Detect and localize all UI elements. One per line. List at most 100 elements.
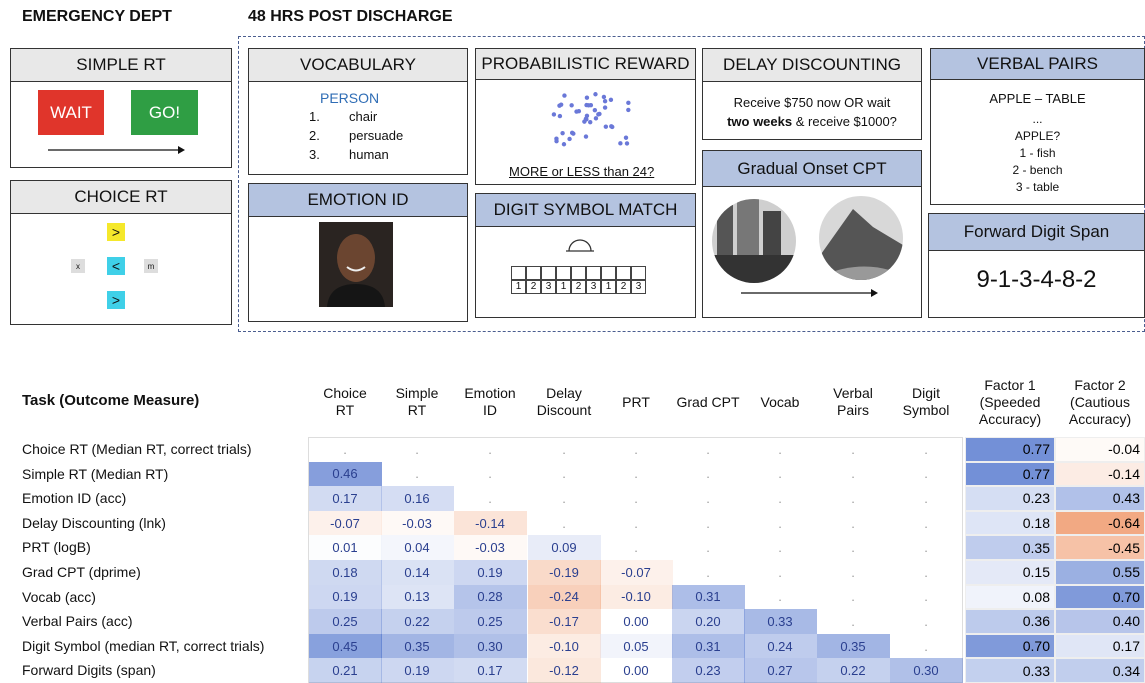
correlation-cell: 0.55 — [1055, 560, 1145, 585]
option-word: persuade — [349, 128, 404, 143]
dot — [567, 136, 572, 142]
correlation-cell: 0.28 — [453, 584, 527, 610]
correlation-cell: 0.46 — [308, 461, 382, 487]
empty-cell: . — [924, 441, 928, 457]
correlation-cell: 0.08 — [965, 584, 1055, 610]
column-header: Factor 2 (Cautious Accuracy) — [1068, 376, 1132, 427]
empty-cell: . — [778, 564, 782, 580]
panel: PROBABILISTIC REWARD MORE or LESS than 2… — [475, 48, 696, 185]
empty-cell: . — [851, 564, 855, 580]
dot — [593, 92, 598, 97]
correlation-cell: 0.27 — [743, 658, 817, 683]
empty-cell: . — [562, 441, 566, 457]
symbol-cell — [586, 266, 601, 280]
pair-line: 3 - table — [1015, 180, 1060, 194]
dot — [584, 113, 590, 119]
key-hint: m — [144, 259, 158, 273]
option-word: human — [349, 147, 389, 162]
text: & receive $1000? — [795, 114, 897, 129]
scene-images — [712, 196, 903, 297]
empty-cell: . — [634, 466, 638, 482]
dot — [603, 124, 609, 129]
empty-cell: . — [562, 490, 566, 506]
empty-cell: . — [851, 589, 855, 605]
empty-cell: . — [634, 441, 638, 457]
correlation-cell: 0.19 — [453, 560, 527, 585]
panel-title: CHOICE RT — [11, 181, 231, 214]
dot — [554, 138, 559, 144]
panel: Gradual Onset CPT — [702, 150, 922, 318]
pair-line: ... — [1032, 112, 1043, 126]
correlation-cell: -0.07 — [599, 560, 673, 585]
dot — [602, 99, 608, 104]
dot — [601, 94, 607, 100]
correlation-cell: -0.14 — [453, 510, 527, 536]
option-number: 2. — [309, 128, 320, 143]
correlation-cell: -0.03 — [453, 535, 527, 560]
correlation-cell: 0.77 — [965, 461, 1055, 487]
correlation-cell: 0.19 — [308, 584, 382, 610]
stimulus: > — [107, 223, 125, 241]
correlation-cell: 0.43 — [1055, 486, 1145, 511]
empty-cell: . — [924, 490, 928, 506]
correlation-cell: 0.17 — [1055, 633, 1145, 659]
pair-line: APPLE? — [1014, 129, 1061, 143]
empty-cell: . — [924, 638, 928, 654]
digit-cell: 1 — [556, 280, 571, 294]
correlation-cell: 0.45 — [308, 633, 382, 659]
panel: VERBAL PAIRS APPLE – TABLE... APPLE? 1 - f… — [930, 48, 1145, 205]
empty-cell: . — [778, 589, 782, 605]
correlation-cell: 0.25 — [453, 609, 527, 634]
row-label: Vocab (acc) — [22, 588, 96, 605]
empty-cell: . — [562, 515, 566, 531]
empty-cell: . — [851, 490, 855, 506]
digit-cell: 2 — [526, 280, 541, 294]
symbol-cell — [601, 266, 616, 280]
column-header: Verbal Pairs — [833, 385, 873, 418]
correlation-cell: 0.21 — [308, 658, 382, 683]
correlation-cell: 0.00 — [623, 613, 649, 629]
pair-line: 2 - bench — [1012, 163, 1063, 177]
empty-cell: . — [851, 613, 855, 629]
empty-cell: . — [778, 466, 782, 482]
pair-line: APPLE – TABLE — [989, 91, 1086, 106]
panel: DELAY DISCOUNTING Receive $750 now OR wa… — [702, 48, 922, 140]
correlation-cell: 0.31 — [671, 633, 745, 659]
correlation-cell: 0.70 — [1055, 584, 1145, 610]
dot — [626, 107, 631, 113]
correlation-cell: 0.18 — [308, 560, 382, 585]
pair-line: 1 - fish — [1019, 146, 1056, 160]
option-word: chair — [349, 109, 378, 124]
correlation-cell: 0.30 — [453, 633, 527, 659]
empty-cell: . — [924, 466, 928, 482]
correlation-cell: -0.24 — [527, 584, 601, 610]
correlation-cell: 0.35 — [965, 535, 1055, 560]
column-header: Simple RT — [395, 385, 439, 418]
row-label: Digit Symbol (median RT, correct trials) — [22, 637, 265, 654]
correlation-cell: 0.25 — [308, 609, 382, 634]
digit-cell: 3 — [586, 280, 601, 294]
correlation-cell: 0.17 — [453, 658, 527, 683]
empty-cell: . — [851, 441, 855, 457]
dot — [609, 124, 614, 129]
correlation-cell: -0.07 — [308, 510, 382, 536]
stimulus: > — [107, 291, 125, 309]
dot — [569, 130, 575, 136]
dot — [592, 107, 598, 113]
go-button: GO! — [131, 90, 198, 135]
row-label: Verbal Pairs (acc) — [22, 613, 133, 630]
column-header: Emotion ID — [464, 385, 516, 418]
question: MORE or LESS than 24? — [509, 164, 655, 179]
panel-title: DELAY DISCOUNTING — [703, 49, 921, 82]
dot — [560, 130, 565, 136]
correlation-cell: -0.03 — [380, 510, 454, 536]
correlation-cell: 0.36 — [965, 609, 1055, 634]
panel: EMOTION ID — [248, 183, 468, 322]
dot — [593, 116, 599, 121]
row-label: Delay Discounting (lnk) — [22, 514, 166, 531]
column-header: Delay Discount — [536, 385, 592, 418]
correlation-cell: 0.18 — [965, 510, 1055, 536]
correlation-cell: 0.35 — [380, 633, 454, 659]
row-label: Emotion ID (acc) — [22, 490, 127, 507]
